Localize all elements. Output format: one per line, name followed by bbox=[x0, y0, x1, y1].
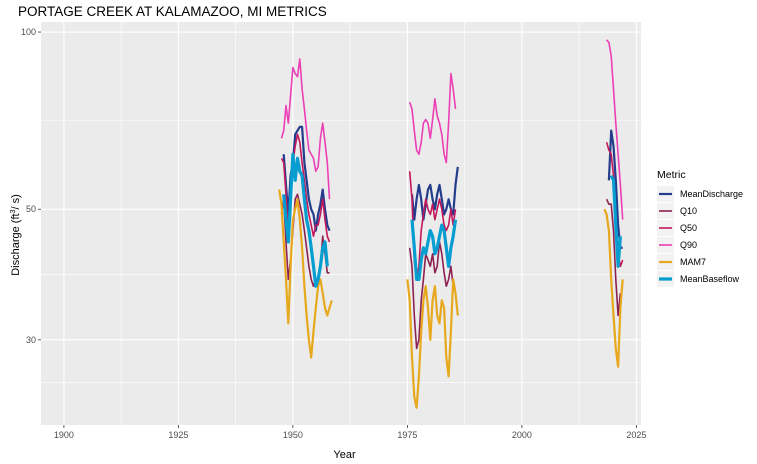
x-tick-label: 2025 bbox=[626, 430, 646, 440]
series-line-q90 bbox=[605, 39, 624, 220]
x-tick-label: 1900 bbox=[54, 430, 74, 440]
y-tick-label: 100 bbox=[21, 27, 36, 37]
legend-label-mean-baseflow: MeanBaseflow bbox=[680, 274, 740, 284]
series-line-mean-baseflow bbox=[282, 152, 329, 288]
series-line-q90 bbox=[280, 58, 331, 200]
y-axis-title-main: Discharge (ft bbox=[10, 213, 22, 275]
panel-background bbox=[41, 22, 641, 425]
legend-title: Metric bbox=[657, 169, 686, 181]
series-line-mam7 bbox=[603, 208, 624, 368]
x-tick-label: 2000 bbox=[512, 430, 532, 440]
series-mean-baseflow bbox=[282, 152, 622, 288]
series-q90 bbox=[280, 39, 624, 220]
series-layer bbox=[278, 39, 624, 409]
y-tick-label: 30 bbox=[26, 335, 36, 345]
series-line-q90 bbox=[408, 72, 457, 164]
series-mam7 bbox=[278, 189, 624, 409]
legend: Metric MeanDischarge Q10 Q50 Q90 MAM7 MeanBas… bbox=[657, 169, 743, 287]
x-tick-label: 1925 bbox=[168, 430, 188, 440]
x-axis-title: Year bbox=[333, 449, 356, 461]
legend-label-mam7: MAM7 bbox=[680, 257, 706, 267]
series-line-mean-baseflow bbox=[410, 219, 458, 281]
series-line-q10 bbox=[605, 198, 622, 317]
y-axis-title-tail: / s) bbox=[10, 194, 22, 209]
x-tick-label: 1975 bbox=[397, 430, 417, 440]
x-tick-label: 1950 bbox=[283, 430, 303, 440]
y-axis: 30 50 100 bbox=[21, 27, 41, 345]
series-line-mean-baseflow bbox=[609, 174, 622, 268]
x-axis: 1900 1925 1950 1975 2000 2025 bbox=[54, 425, 646, 440]
grid-major bbox=[41, 22, 641, 425]
series-line-mam7 bbox=[406, 278, 459, 409]
y-axis-title: Discharge (ft3/ s) bbox=[10, 194, 22, 276]
grid-minor bbox=[41, 22, 641, 425]
legend-label-q90: Q90 bbox=[680, 240, 697, 250]
chart-title: PORTAGE CREEK AT KALAMAZOO, MI METRICS bbox=[18, 4, 327, 19]
series-line-q10 bbox=[408, 241, 456, 350]
legend-label-mean-discharge: MeanDischarge bbox=[680, 189, 743, 199]
legend-label-q10: Q10 bbox=[680, 206, 697, 216]
y-tick-label: 50 bbox=[26, 204, 36, 214]
series-line-mean-discharge bbox=[410, 166, 459, 221]
series-line-mam7 bbox=[278, 189, 333, 359]
legend-label-q50: Q50 bbox=[680, 223, 697, 233]
y-axis-title-superscript: 3 bbox=[10, 209, 17, 213]
